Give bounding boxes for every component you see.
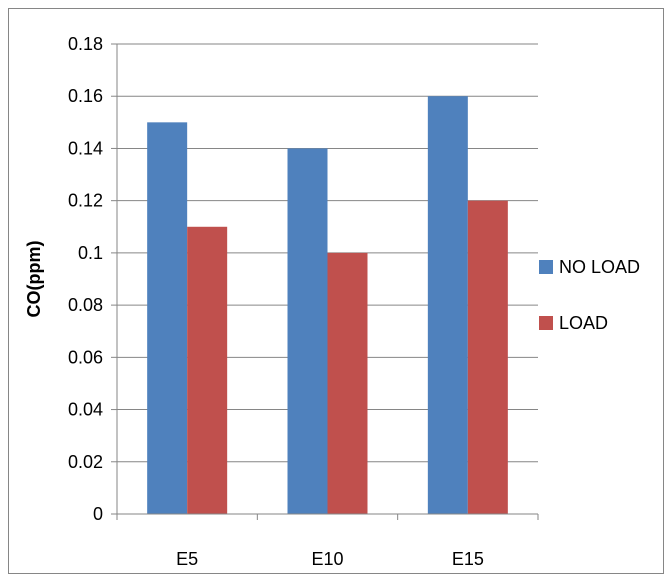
bar-no-load-e10 (287, 148, 328, 514)
y-tick-label: 0.08 (68, 295, 103, 315)
bars (147, 96, 508, 514)
y-axis-title: CO(ppm) (24, 241, 44, 318)
legend-swatch (539, 260, 553, 274)
y-tick-label: 0.02 (68, 452, 103, 472)
y-tick-label: 0.14 (68, 138, 103, 158)
legend-swatch (539, 316, 553, 330)
bar-load-e15 (467, 200, 508, 514)
x-tick-label: E10 (311, 549, 343, 569)
y-tick-label: 0.12 (68, 191, 103, 211)
y-tick-label: 0 (93, 504, 103, 524)
x-axis-ticks: E5 E10 E15 (116, 514, 539, 569)
y-tick-label: 0.18 (68, 34, 103, 54)
axes (116, 44, 538, 515)
y-axis-ticks: 0 0.02 0.04 0.06 0.08 0.1 0.12 0.14 0.16 0.18 (68, 34, 117, 524)
y-tick-label: 0.1 (78, 243, 103, 263)
x-tick-label: E5 (176, 549, 198, 569)
bar-no-load-e5 (147, 122, 188, 514)
legend-label: LOAD (559, 313, 608, 333)
bar-load-e5 (187, 226, 228, 514)
y-tick-label: 0.16 (68, 86, 103, 106)
x-tick-label: E15 (452, 549, 484, 569)
bar-load-e10 (327, 252, 368, 514)
legend-label: NO LOAD (559, 257, 640, 277)
y-tick-label: 0.04 (68, 400, 103, 420)
bar-no-load-e15 (427, 96, 468, 514)
y-tick-label: 0.06 (68, 347, 103, 367)
legend: NO LOAD LOAD (539, 257, 640, 333)
